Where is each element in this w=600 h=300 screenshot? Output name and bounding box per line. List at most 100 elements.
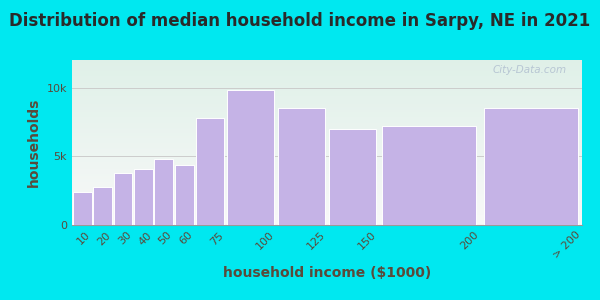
Bar <box>72 148 582 149</box>
Bar <box>72 61 582 62</box>
Bar <box>72 174 582 175</box>
Bar <box>72 170 582 171</box>
Bar <box>72 66 582 67</box>
Bar <box>72 154 582 155</box>
Bar <box>154 159 173 225</box>
Bar <box>72 163 582 164</box>
Bar <box>72 153 582 154</box>
Bar <box>72 183 582 184</box>
Bar <box>72 178 582 179</box>
Bar <box>72 67 582 68</box>
Bar <box>72 206 582 207</box>
Bar <box>72 73 582 74</box>
Bar <box>72 78 582 79</box>
Bar <box>72 156 582 157</box>
Bar <box>72 128 582 129</box>
Bar <box>72 212 582 213</box>
Bar <box>72 101 582 102</box>
Bar <box>72 185 582 186</box>
Bar <box>72 151 582 152</box>
Bar <box>72 188 582 189</box>
Bar <box>72 197 582 198</box>
Bar <box>278 108 325 225</box>
Bar <box>72 145 582 146</box>
Bar <box>72 81 582 82</box>
Bar <box>72 200 582 201</box>
Bar <box>72 60 582 61</box>
Text: City-Data.com: City-Data.com <box>493 65 567 75</box>
Bar <box>72 109 582 110</box>
Bar <box>72 176 582 177</box>
Bar <box>72 139 582 140</box>
Bar <box>72 111 582 112</box>
Bar <box>72 141 582 142</box>
Bar <box>72 122 582 123</box>
Bar <box>72 94 582 95</box>
Bar <box>72 93 582 94</box>
Bar <box>72 143 582 144</box>
Bar <box>72 203 582 204</box>
Bar <box>72 220 582 221</box>
Bar <box>72 75 582 76</box>
Bar <box>72 144 582 145</box>
Bar <box>72 140 582 141</box>
Bar <box>72 104 582 105</box>
Bar <box>72 71 582 72</box>
Bar <box>72 168 582 169</box>
Bar <box>72 132 582 133</box>
Bar <box>93 187 112 225</box>
Bar <box>72 224 582 225</box>
Bar <box>72 187 582 188</box>
Bar <box>72 133 582 134</box>
Bar <box>72 157 582 158</box>
Bar <box>72 87 582 88</box>
Bar <box>72 150 582 151</box>
Bar <box>72 82 582 83</box>
Bar <box>72 98 582 99</box>
Bar <box>72 146 582 147</box>
Bar <box>72 169 582 170</box>
Bar <box>72 107 582 108</box>
Bar <box>72 63 582 64</box>
Bar <box>72 136 582 137</box>
Bar <box>72 79 582 80</box>
Bar <box>72 131 582 132</box>
Bar <box>72 112 582 113</box>
Bar <box>72 76 582 77</box>
Bar <box>72 72 582 73</box>
Bar <box>72 129 582 130</box>
Text: Distribution of median household income in Sarpy, NE in 2021: Distribution of median household income … <box>10 12 590 30</box>
Bar <box>72 113 582 114</box>
Bar <box>72 193 582 194</box>
Bar <box>72 142 582 143</box>
Bar <box>72 126 582 127</box>
Bar <box>72 135 582 136</box>
Bar <box>72 165 582 166</box>
Bar <box>72 89 582 90</box>
Bar <box>72 84 582 85</box>
Bar <box>72 171 582 172</box>
Bar <box>72 166 582 167</box>
Bar <box>72 204 582 205</box>
Bar <box>72 217 582 218</box>
Bar <box>72 201 582 202</box>
Bar <box>72 103 582 104</box>
Bar <box>72 207 582 208</box>
Bar <box>73 192 92 225</box>
Bar <box>72 115 582 116</box>
Bar <box>72 162 582 163</box>
Bar <box>72 97 582 98</box>
Bar <box>72 137 582 138</box>
Bar <box>72 116 582 117</box>
Bar <box>72 85 582 86</box>
Bar <box>72 83 582 84</box>
Bar <box>72 177 582 178</box>
Bar <box>484 108 578 225</box>
Bar <box>72 99 582 100</box>
Bar <box>72 74 582 75</box>
Bar <box>72 172 582 173</box>
Bar <box>72 106 582 107</box>
Bar <box>72 194 582 195</box>
Bar <box>72 155 582 156</box>
Bar <box>72 100 582 101</box>
